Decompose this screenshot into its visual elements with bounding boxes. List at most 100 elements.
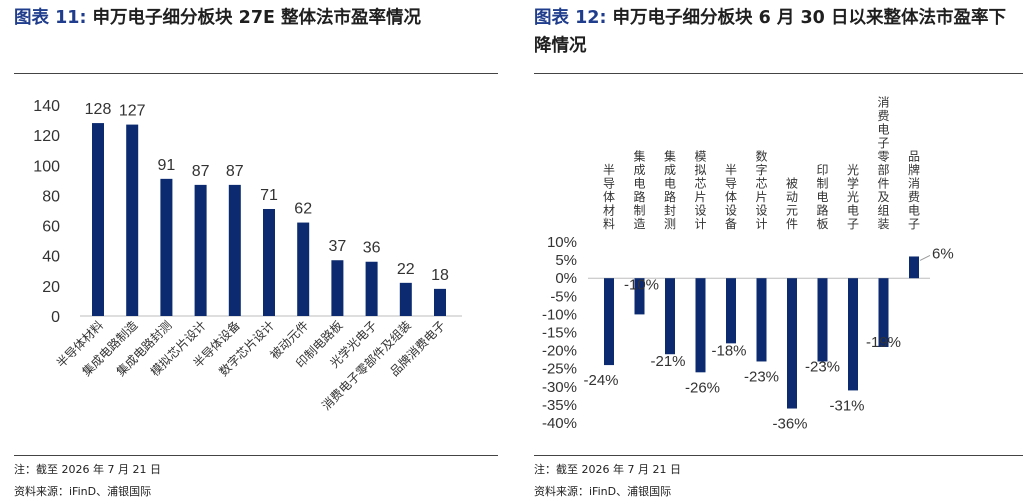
- right-bar-chart: 10%5%0%-5%-10%-15%-20%-25%-30%-35%-40%-2…: [542, 96, 954, 433]
- left-y-tick-label: 0: [51, 309, 60, 326]
- right-category-label-char: 模: [694, 150, 706, 164]
- right-category-label-char: 光: [847, 163, 859, 177]
- right-figure-number: 12:: [575, 8, 607, 28]
- right-bar-value-label: -23%: [744, 368, 779, 385]
- right-category-label-char: 电: [847, 204, 859, 218]
- right-bar: [695, 278, 706, 373]
- right-category-label-char: 设: [694, 204, 706, 218]
- right-category-label-char: 导: [603, 177, 615, 191]
- right-chart-title: 图表 12: 申万电子细分板块 6 月 30 日以来整体法市盈率下降情况: [534, 4, 1015, 60]
- right-category-label-char: 光: [847, 190, 859, 204]
- right-y-tick-label: -20%: [542, 343, 577, 360]
- left-chart-title: 图表 11: 申万电子细分板块 27E 整体法市盈率情况: [14, 4, 490, 32]
- left-y-tick-label: 120: [33, 128, 60, 145]
- left-bar-value-label: 87: [226, 163, 244, 180]
- right-bar-value-label: 6%: [932, 245, 954, 262]
- right-category-label-char: 件: [877, 177, 889, 191]
- right-category-label-char: 集: [633, 149, 645, 164]
- right-category-label-char: 封: [664, 204, 676, 218]
- right-category-label-char: 路: [816, 203, 828, 218]
- right-category-label-char: 电: [908, 204, 920, 218]
- left-title-rule: [14, 73, 498, 74]
- left-note: 注：截至 2026 年 7 月 21 日: [14, 463, 161, 476]
- right-category-label-char: 电: [664, 177, 676, 191]
- left-bar-value-label: 87: [192, 163, 210, 180]
- left-y-tick-label: 60: [42, 219, 60, 236]
- right-bar-value-label: -23%: [805, 358, 840, 375]
- right-bar: [909, 256, 919, 279]
- left-bar: [228, 184, 241, 316]
- left-y-tick-label: 100: [33, 158, 60, 175]
- left-bar-value-label: 18: [431, 267, 449, 284]
- right-category-label-char: 半: [725, 163, 737, 177]
- right-category-label-char: 装: [877, 217, 889, 231]
- right-title-rule: [534, 73, 1023, 74]
- right-category-label-char: 导: [725, 177, 737, 191]
- right-category-label-char: 元: [786, 204, 798, 218]
- right-category-label-char: 计: [755, 217, 767, 231]
- right-category-label-char: 被: [786, 177, 798, 191]
- right-category-label-char: 料: [603, 217, 615, 231]
- right-figure-label: 图表: [534, 8, 569, 28]
- right-y-tick-label: -30%: [542, 379, 577, 396]
- right-category-label-char: 印: [816, 163, 828, 177]
- left-bar: [434, 288, 446, 316]
- left-figure-number: 11:: [55, 8, 87, 28]
- right-category-label-char: 计: [694, 217, 706, 231]
- right-bar-value-label: -10%: [624, 276, 659, 293]
- left-panel: 图表 11: 申万电子细分板块 27E 整体法市盈率情况 0 20 40 60 80 10…: [0, 0, 498, 502]
- right-bar-value-label: -36%: [772, 416, 807, 433]
- right-bar: [756, 278, 767, 362]
- right-category-label-char: 消: [877, 96, 889, 110]
- left-bar-value-label: 127: [119, 103, 146, 120]
- right-category-label-char: 消: [908, 177, 920, 191]
- right-category-label-char: 子: [908, 217, 920, 231]
- right-bar: [817, 278, 828, 362]
- right-category-label-char: 子: [877, 136, 889, 150]
- left-y-tick-label: 80: [42, 188, 60, 205]
- right-bar: [726, 278, 736, 344]
- right-y-tick-label: 0%: [555, 270, 577, 287]
- left-y-tick-label: 40: [42, 249, 60, 266]
- left-bar: [160, 178, 173, 316]
- left-bar-value-label: 91: [158, 157, 176, 174]
- right-y-tick-label: 10%: [547, 234, 577, 251]
- right-category-label-char: 学: [847, 176, 859, 191]
- left-bar-value-label: 37: [329, 238, 347, 255]
- right-category-label-char: 片: [755, 190, 767, 204]
- right-category-label-char: 拟: [694, 163, 706, 177]
- right-category-label-char: 电: [877, 123, 889, 137]
- right-y-tick-label: -15%: [542, 325, 577, 342]
- left-bar: [399, 282, 412, 316]
- right-category-label-char: 组: [877, 204, 889, 218]
- right-label-leader: [919, 255, 931, 261]
- right-category-label-char: 体: [603, 190, 615, 204]
- left-bar: [297, 222, 310, 316]
- right-bar: [848, 278, 858, 391]
- right-category-label-char: 及: [877, 190, 889, 204]
- right-category-label-char: 电: [633, 177, 645, 191]
- left-bar-value-label: 128: [85, 101, 112, 118]
- left-note-rule: [14, 455, 498, 456]
- left-bar: [365, 261, 378, 316]
- right-category-label-char: 备: [725, 217, 737, 231]
- right-category-label-char: 半: [603, 163, 615, 177]
- right-bar-value-label: -18%: [711, 342, 746, 359]
- right-category-label-char: 零: [877, 150, 889, 164]
- right-y-tick-label: 5%: [555, 252, 577, 269]
- right-category-label-char: 牌: [908, 163, 920, 177]
- right-category-label-char: 造: [633, 217, 645, 231]
- right-category-label-char: 制: [633, 204, 645, 218]
- right-category-label-char: 数: [755, 149, 767, 164]
- left-bar: [126, 124, 139, 316]
- right-bar-value-label: -21%: [650, 353, 685, 370]
- right-y-tick-label: -40%: [542, 415, 577, 432]
- right-bar: [634, 278, 645, 315]
- left-bar: [92, 123, 104, 316]
- right-source: 资料来源：iFinD、浦银国际: [534, 485, 672, 498]
- right-category-label-char: 芯: [694, 177, 706, 191]
- right-category-label-char: 路: [633, 189, 645, 204]
- right-bar: [665, 278, 675, 355]
- right-bar-value-label: -19%: [866, 334, 901, 351]
- right-category-label-char: 成: [633, 163, 645, 177]
